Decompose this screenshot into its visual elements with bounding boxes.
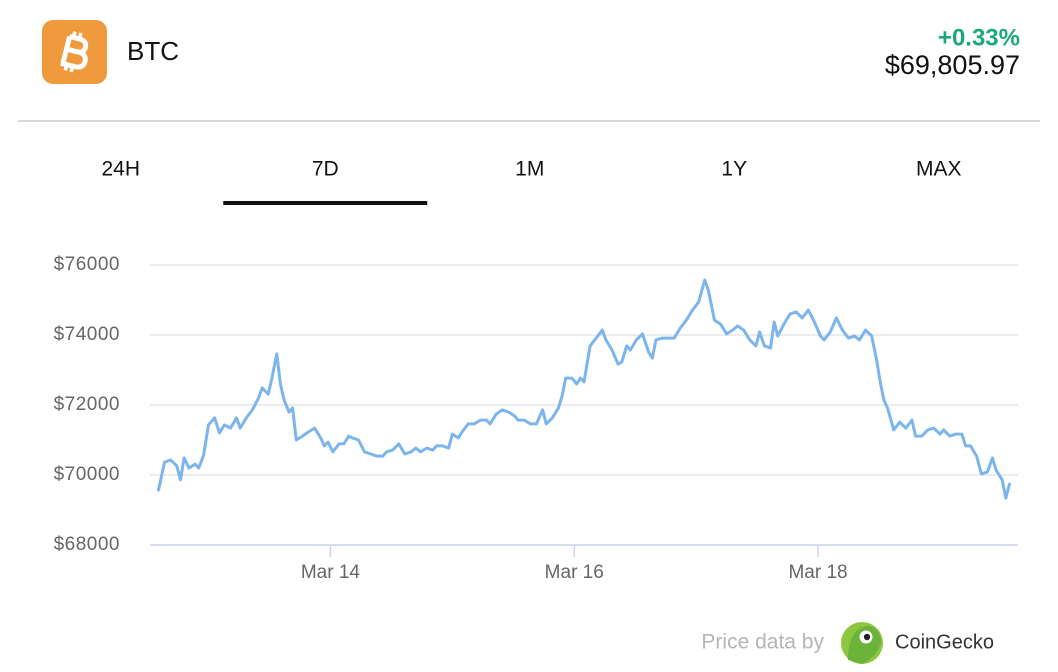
y-tick-label: $76000 <box>54 254 120 275</box>
tab-underline <box>223 201 428 205</box>
symbol: BTC <box>127 36 179 66</box>
tab[interactable]: 24H <box>101 158 140 181</box>
tab[interactable]: MAX <box>916 158 962 181</box>
x-tick-label: Mar 14 <box>301 562 361 583</box>
credit: Price data by <box>701 631 824 654</box>
tabs: 24H 7D 1M 1Y MAX <box>101 158 962 205</box>
price-line <box>157 278 1011 500</box>
tab[interactable]: 1Y <box>721 158 747 181</box>
price: $69,805.97 <box>885 50 1020 80</box>
change: +0.33% <box>938 24 1020 51</box>
source: CoinGecko <box>895 631 994 653</box>
x-tick-label: Mar 16 <box>545 562 604 583</box>
y-tick-label: $70000 <box>54 464 120 485</box>
chart: $68000 $70000 $72000 $74000 $76000 Mar 14 Mar … <box>54 254 1018 583</box>
y-tick-label: $74000 <box>54 324 120 345</box>
coin-glyph <box>60 31 89 73</box>
tab[interactable]: 7D <box>312 158 339 181</box>
x-tick-label: Mar 18 <box>788 562 847 583</box>
tab[interactable]: 1M <box>515 158 544 181</box>
y-tick-label: $68000 <box>54 534 120 555</box>
coingecko-logo <box>841 622 883 664</box>
y-tick-label: $72000 <box>54 394 120 415</box>
